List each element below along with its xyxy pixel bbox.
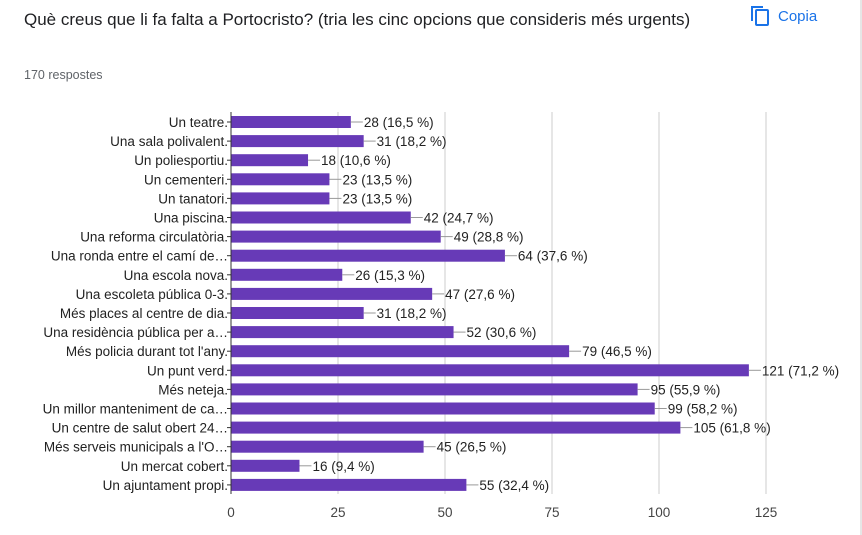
category-label: Un cementeri. [144,172,228,187]
value-label: 28 (16,5 %) [364,115,434,130]
value-label: 42 (24,7 %) [424,211,494,226]
value-label: 64 (37,6 %) [518,249,588,264]
value-label: 47 (27,6 %) [445,287,515,302]
value-label: 26 (15,3 %) [355,268,425,283]
category-label: Una residència pública per a… [43,325,228,340]
x-tick-label: 100 [648,505,671,520]
copy-icon [750,5,770,27]
category-label: Un punt verd. [147,363,228,378]
category-label: Un centre de salut obert 24… [52,421,228,436]
right-edge-divider [860,0,862,535]
value-label: 16 (9,4 %) [312,459,374,474]
bar[interactable] [231,421,681,434]
bar[interactable] [231,364,749,377]
x-tick-label: 0 [227,505,235,520]
category-label: Un teatre. [169,115,228,130]
category-label: Més places al centre de dia. [60,306,228,321]
value-label: 52 (30,6 %) [467,325,537,340]
category-label: Una escoleta pública 0-3. [76,287,228,302]
bar[interactable] [231,287,433,300]
category-label: Més neteja. [158,382,228,397]
bar[interactable] [231,192,330,205]
category-label: Una ronda entre el camí de… [51,249,228,264]
value-label: 105 (61,8 %) [693,421,770,436]
x-tick-label: 25 [330,505,345,520]
bar[interactable] [231,440,424,453]
value-label: 95 (55,9 %) [651,382,721,397]
bar[interactable] [231,402,655,415]
value-label: 31 (18,2 %) [377,134,447,149]
category-label: Una reforma circulatòria. [80,230,228,245]
response-count: 170 respostes [24,68,103,82]
bar[interactable] [231,326,454,339]
value-label: 31 (18,2 %) [377,306,447,321]
x-tick-label: 50 [437,505,452,520]
value-label: 23 (13,5 %) [342,172,412,187]
value-label: 49 (28,8 %) [454,230,524,245]
category-label: Més serveis municipals a l'O… [44,440,228,455]
bar[interactable] [231,154,309,167]
value-label: 23 (13,5 %) [342,191,412,206]
bar[interactable] [231,116,351,128]
value-label: 99 (58,2 %) [668,402,738,417]
value-label: 55 (32,4 %) [479,478,549,493]
value-label: 45 (26,5 %) [437,440,507,455]
category-label: Una escola nova. [124,268,228,283]
copy-label: Copia [778,7,818,25]
bar[interactable] [231,345,570,358]
category-label: Un ajuntament propi. [103,478,228,493]
bar[interactable] [231,268,343,281]
bar[interactable] [231,383,638,396]
category-label: Una piscina. [154,211,228,226]
value-label: 18 (10,6 %) [321,153,391,168]
bar[interactable] [231,135,364,148]
bar[interactable] [231,230,441,243]
bar[interactable] [231,173,330,186]
bar[interactable] [231,459,300,472]
bar[interactable] [231,478,467,491]
category-label: Un mercat cobert. [121,459,228,474]
bar[interactable] [231,307,364,319]
question-title: Què creus que li fa falta a Portocristo?… [24,10,691,29]
x-tick-label: 125 [755,505,778,520]
x-tick-label: 75 [544,505,559,520]
category-label: Un tanatori. [158,191,228,206]
category-label: Més policia durant tot l'any. [66,344,228,359]
bar[interactable] [231,249,505,262]
copy-button[interactable]: Copia [750,2,817,30]
value-label: 79 (46,5 %) [582,344,652,359]
value-label: 121 (71,2 %) [762,363,839,378]
bar[interactable] [231,211,411,224]
category-label: Una sala polivalent. [110,134,228,149]
category-label: Un poliesportiu. [134,153,228,168]
category-label: Un millor manteniment de ca… [43,402,228,417]
